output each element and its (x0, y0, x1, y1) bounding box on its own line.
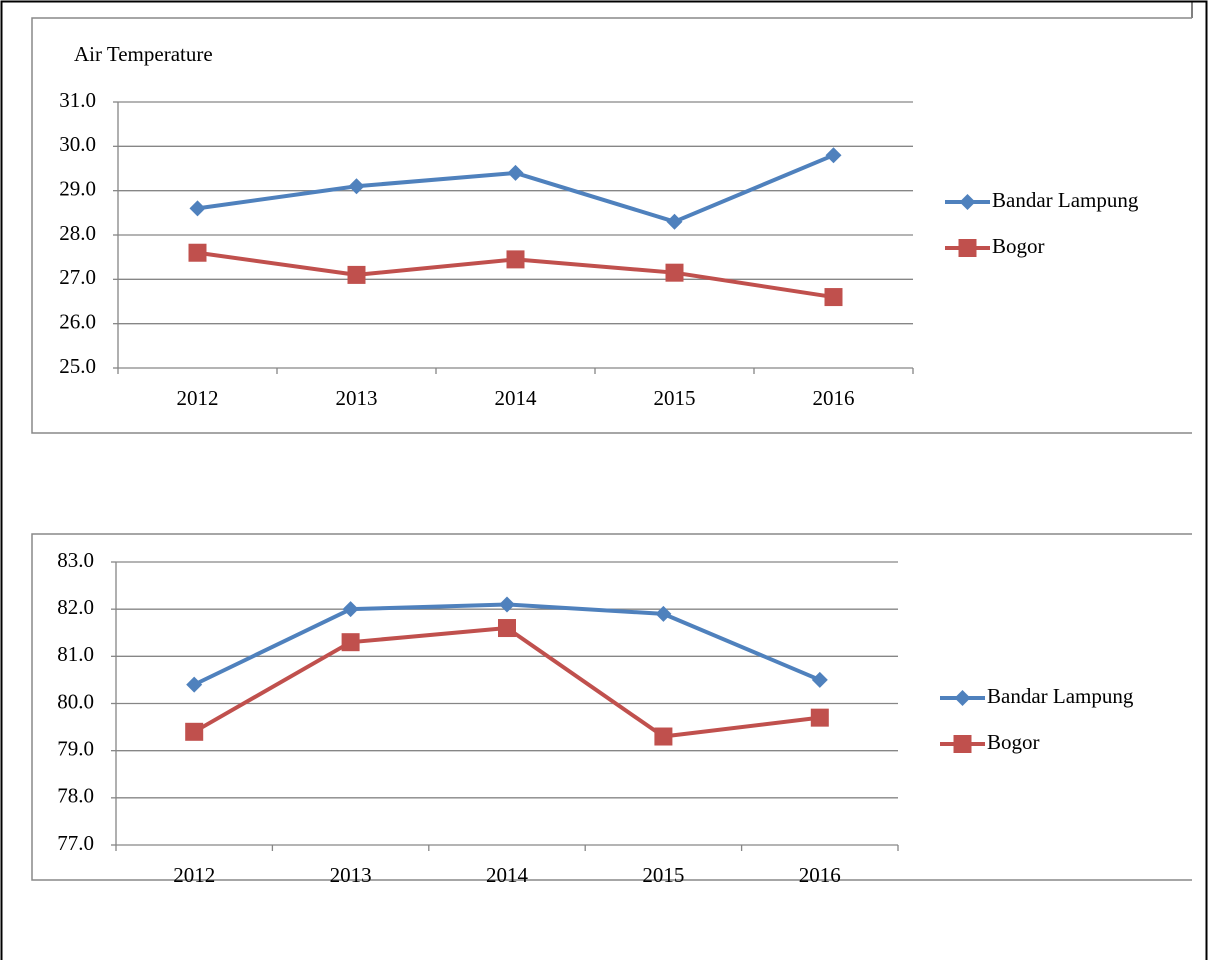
x-tick-label: 2015 (642, 863, 684, 887)
y-tick-label: 26.0 (59, 309, 96, 333)
marker (185, 722, 204, 741)
y-tick-label: 83.0 (57, 548, 94, 572)
marker (655, 605, 672, 622)
legend-marker (953, 735, 972, 753)
marker (348, 178, 365, 195)
y-tick-label: 30.0 (59, 132, 96, 156)
legend-marker (954, 690, 971, 706)
marker (342, 601, 359, 618)
marker (665, 263, 684, 282)
y-tick-label: 28.0 (59, 221, 96, 245)
legend-marker (959, 194, 976, 210)
marker (186, 676, 203, 693)
legend-label: Bandar Lampung (987, 684, 1134, 708)
y-tick-label: 77.0 (57, 831, 94, 855)
x-tick-label: 2016 (799, 863, 841, 887)
x-tick-label: 2012 (177, 386, 219, 410)
y-tick-label: 29.0 (59, 176, 96, 200)
marker (341, 633, 360, 652)
x-tick-label: 2013 (330, 863, 372, 887)
x-tick-label: 2013 (336, 386, 378, 410)
marker (654, 727, 673, 746)
chart-frame (31, 17, 1192, 434)
x-tick-label: 2016 (813, 386, 855, 410)
legend-label: Bogor (987, 730, 1040, 754)
y-tick-label: 27.0 (59, 265, 96, 289)
y-tick-label: 31.0 (59, 88, 96, 112)
marker (824, 288, 843, 307)
marker (666, 213, 683, 230)
x-tick-label: 2014 (486, 863, 529, 887)
marker (811, 671, 828, 688)
x-tick-label: 2012 (173, 863, 215, 887)
marker (499, 596, 515, 613)
x-tick-label: 2015 (654, 386, 696, 410)
chart-title: Air Temperature (74, 42, 213, 66)
marker (188, 243, 207, 262)
x-tick-label: 2014 (495, 386, 538, 410)
marker (189, 200, 206, 217)
marker (507, 164, 524, 181)
series-line (193, 626, 821, 739)
y-tick-label: 81.0 (57, 642, 94, 666)
legend-marker (958, 239, 977, 257)
y-tick-label: 82.0 (57, 595, 94, 619)
marker (810, 708, 829, 727)
y-tick-label: 79.0 (57, 736, 94, 760)
y-tick-label: 80.0 (57, 689, 94, 713)
marker (825, 147, 842, 164)
marker (347, 265, 366, 284)
legend-label: Bandar Lampung (992, 188, 1139, 212)
marker (498, 619, 516, 638)
chart-frame (31, 533, 1192, 881)
y-tick-label: 25.0 (59, 354, 96, 378)
series-line (193, 602, 821, 687)
y-tick-label: 78.0 (57, 784, 94, 808)
marker (506, 250, 525, 269)
legend-label: Bogor (992, 234, 1045, 258)
